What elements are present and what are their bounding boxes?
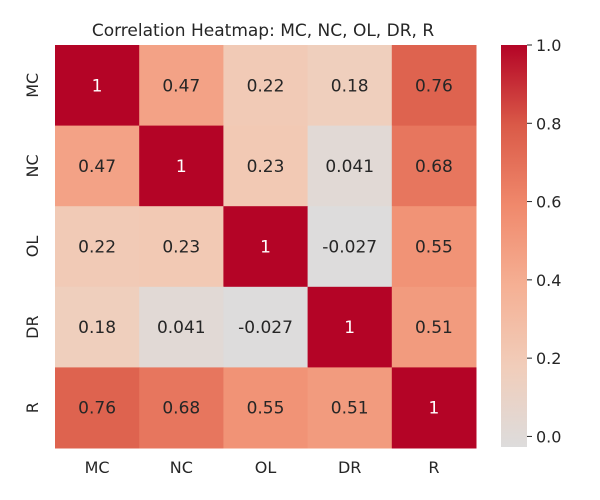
heatmap-cell bbox=[223, 206, 309, 288]
heatmap-cell bbox=[55, 206, 140, 288]
cell-value-label: 0.68 bbox=[162, 399, 200, 419]
cell-value-label: 0.51 bbox=[331, 399, 369, 419]
cell-value-label: 1 bbox=[176, 157, 187, 177]
colorbar-tick-label: 0.8 bbox=[536, 114, 561, 133]
heatmap-cell bbox=[391, 206, 477, 288]
heatmap-cell bbox=[139, 45, 224, 127]
cell-value-label: 0.23 bbox=[162, 238, 200, 258]
colorbar-tick-label: 0.6 bbox=[536, 193, 561, 212]
heatmap-cell bbox=[391, 286, 477, 368]
column-label: NC bbox=[170, 458, 193, 477]
heatmap-cell bbox=[223, 125, 309, 207]
heatmap-cell bbox=[139, 125, 224, 207]
row-label: MC bbox=[23, 73, 42, 98]
cell-value-label: 0.18 bbox=[78, 318, 116, 338]
heatmap-cell bbox=[391, 125, 477, 207]
cell-value-label: 1 bbox=[428, 399, 439, 419]
cell-value-label: 0.55 bbox=[247, 399, 285, 419]
colorbar-tick-label: 0.0 bbox=[536, 427, 561, 446]
heatmap-cell bbox=[307, 206, 393, 288]
row-labels: MC NC OL DR R bbox=[23, 73, 42, 413]
cell-value-label: 0.55 bbox=[415, 238, 453, 258]
cell-value-label: 0.68 bbox=[415, 157, 453, 177]
heatmap-cell bbox=[55, 367, 140, 449]
heatmap-cell bbox=[223, 367, 309, 449]
colorbar-tick-label: 0.2 bbox=[536, 349, 561, 368]
cell-value-label: 1 bbox=[344, 318, 355, 338]
colorbar-tick-label: 0.4 bbox=[536, 271, 561, 290]
cell-value-label: 1 bbox=[92, 76, 103, 96]
row-label: DR bbox=[23, 315, 42, 338]
column-label: MC bbox=[85, 458, 110, 477]
row-label: R bbox=[23, 402, 42, 413]
heatmap-cell bbox=[307, 367, 393, 449]
colorbar-tick-label: 1.0 bbox=[536, 36, 561, 55]
cell-value-label: 0.041 bbox=[157, 318, 206, 338]
colorbar bbox=[501, 45, 527, 447]
cell-value-label: 0.76 bbox=[415, 76, 453, 96]
heatmap-cell bbox=[55, 45, 140, 127]
cell-value-label: 0.23 bbox=[247, 157, 285, 177]
heatmap-cell bbox=[307, 125, 393, 207]
cell-value-label: 0.51 bbox=[415, 318, 453, 338]
heatmap-cell bbox=[223, 286, 309, 368]
heatmap-cell bbox=[55, 125, 140, 207]
heatmap-cell bbox=[55, 286, 140, 368]
heatmap-cell bbox=[391, 367, 477, 449]
cell-value-label: 0.47 bbox=[162, 76, 200, 96]
cell-value-label: -0.027 bbox=[238, 318, 293, 338]
heatmap-cell bbox=[223, 45, 309, 127]
colorbar-ticks: 0.0 0.2 0.4 0.6 0.8 1.0 bbox=[527, 36, 561, 446]
heatmap-cell bbox=[391, 45, 477, 127]
heatmap-cell bbox=[307, 45, 393, 127]
heatmap-cell bbox=[139, 206, 224, 288]
heatmap-cells: 1 0.47 0.22 0.18 0.76 0.47 1 0.23 0.041 0.68 0.22 0… bbox=[55, 45, 477, 449]
heatmap-cell bbox=[139, 286, 224, 368]
row-label: NC bbox=[23, 154, 42, 177]
cell-value-label: 1 bbox=[260, 238, 271, 258]
cell-value-label: 0.22 bbox=[78, 238, 116, 258]
heatmap-cell bbox=[307, 286, 393, 368]
row-label: OL bbox=[23, 236, 42, 258]
column-label: R bbox=[428, 458, 439, 477]
column-label: DR bbox=[338, 458, 361, 477]
cell-value-label: 0.76 bbox=[78, 399, 116, 419]
column-label: OL bbox=[255, 458, 277, 477]
cell-value-label: 0.22 bbox=[247, 76, 285, 96]
column-labels: MC NC OL DR R bbox=[85, 458, 440, 477]
chart-title: Correlation Heatmap: MC, NC, OL, DR, R bbox=[92, 21, 434, 41]
cell-value-label: -0.027 bbox=[322, 238, 377, 258]
cell-value-label: 0.041 bbox=[325, 157, 374, 177]
cell-value-label: 0.18 bbox=[331, 76, 369, 96]
cell-value-label: 0.47 bbox=[78, 157, 116, 177]
heatmap-cell bbox=[139, 367, 224, 449]
